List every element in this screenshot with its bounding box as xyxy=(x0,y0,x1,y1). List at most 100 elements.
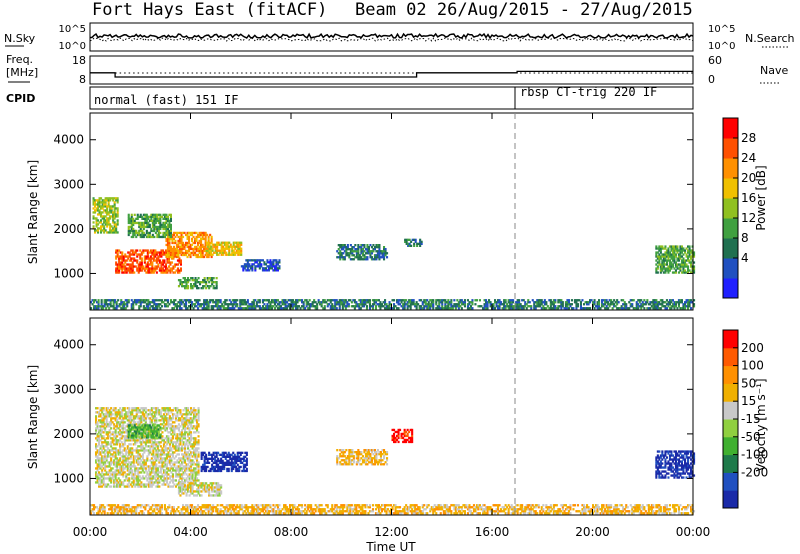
data-cell xyxy=(646,299,649,302)
data-cell xyxy=(248,269,251,272)
data-cell xyxy=(198,241,201,245)
data-cell xyxy=(200,233,203,237)
data-cell xyxy=(151,253,154,256)
data-cell xyxy=(111,441,114,444)
data-cell xyxy=(203,465,206,469)
data-cell xyxy=(180,303,183,306)
data-cell xyxy=(98,441,101,444)
data-cell xyxy=(684,251,687,254)
data-cell xyxy=(190,467,193,470)
data-cell xyxy=(153,473,156,476)
data-cell xyxy=(432,303,435,306)
data-cell xyxy=(246,301,249,304)
data-cell xyxy=(166,259,169,262)
data-cell xyxy=(680,261,683,264)
data-cell xyxy=(166,267,169,270)
data-cell xyxy=(201,307,204,310)
data-cell xyxy=(203,457,206,460)
data-cell xyxy=(598,299,601,302)
data-cell xyxy=(153,227,156,231)
data-cell xyxy=(454,303,457,306)
data-cell xyxy=(162,413,165,416)
data-cell xyxy=(335,299,338,302)
data-cell xyxy=(116,441,119,444)
data-cell xyxy=(129,463,132,466)
data-cell xyxy=(119,451,122,454)
data-cell xyxy=(438,305,441,308)
data-cell xyxy=(103,205,106,208)
data-cell xyxy=(359,299,362,302)
data-cell xyxy=(165,449,168,452)
data-cell xyxy=(475,299,478,302)
data-cell xyxy=(217,457,220,460)
data-cell xyxy=(181,283,184,286)
data-cell xyxy=(506,303,509,306)
data-cell xyxy=(168,431,171,434)
data-cell xyxy=(239,301,242,304)
data-cell xyxy=(121,303,124,306)
data-cell xyxy=(137,453,140,456)
data-cell xyxy=(187,475,190,478)
data-cell xyxy=(162,445,165,448)
data-cell xyxy=(132,307,135,310)
data-cell xyxy=(334,301,337,304)
data-cell xyxy=(106,211,109,214)
data-cell xyxy=(423,305,426,308)
data-cell xyxy=(102,441,105,444)
data-cell xyxy=(451,307,454,310)
data-cell xyxy=(178,259,181,262)
data-cell xyxy=(141,467,144,470)
data-cell xyxy=(146,477,149,480)
data-cell xyxy=(182,231,185,235)
data-cell xyxy=(104,413,107,416)
data-cell xyxy=(399,299,402,302)
data-cell xyxy=(98,227,101,230)
data-cell xyxy=(147,225,150,229)
data-cell xyxy=(185,251,188,255)
data-cell xyxy=(146,415,149,418)
data-cell xyxy=(132,301,135,304)
data-cell xyxy=(570,303,573,306)
data-cell xyxy=(693,255,696,258)
data-cell xyxy=(205,283,208,286)
data-cell xyxy=(667,271,670,274)
data-cell xyxy=(155,421,158,424)
data-cell xyxy=(96,459,99,462)
data-cell xyxy=(161,269,164,272)
data-cell xyxy=(131,453,134,456)
data-cell xyxy=(156,215,159,218)
data-cell xyxy=(182,419,185,422)
data-cell xyxy=(95,203,98,206)
data-cell xyxy=(260,307,263,310)
data-cell xyxy=(147,469,150,472)
data-cell xyxy=(485,305,488,308)
data-cell xyxy=(243,267,246,270)
data-cell xyxy=(460,299,463,302)
data-cell xyxy=(355,305,358,308)
data-cell xyxy=(240,247,243,250)
data-cell xyxy=(189,301,192,304)
data-cell xyxy=(378,250,381,253)
data-cell xyxy=(114,407,117,410)
data-cell xyxy=(643,299,646,302)
data-cell xyxy=(676,301,679,304)
data-cell xyxy=(337,256,340,259)
data-cell xyxy=(96,301,99,304)
data-cell xyxy=(685,253,688,256)
data-cell xyxy=(198,235,201,239)
data-cell xyxy=(114,413,117,416)
data-cell xyxy=(664,269,667,272)
data-cell xyxy=(364,258,367,261)
data-cell xyxy=(166,229,169,233)
data-cell xyxy=(604,299,607,302)
data-cell xyxy=(235,243,238,246)
data-cell xyxy=(182,443,185,446)
data-cell xyxy=(152,451,155,454)
data-cell xyxy=(158,479,161,482)
data-cell xyxy=(98,209,101,212)
data-cell xyxy=(117,469,120,472)
data-cell xyxy=(385,307,388,310)
data-cell xyxy=(158,255,161,258)
data-cell xyxy=(148,271,151,274)
data-cell xyxy=(136,301,139,304)
